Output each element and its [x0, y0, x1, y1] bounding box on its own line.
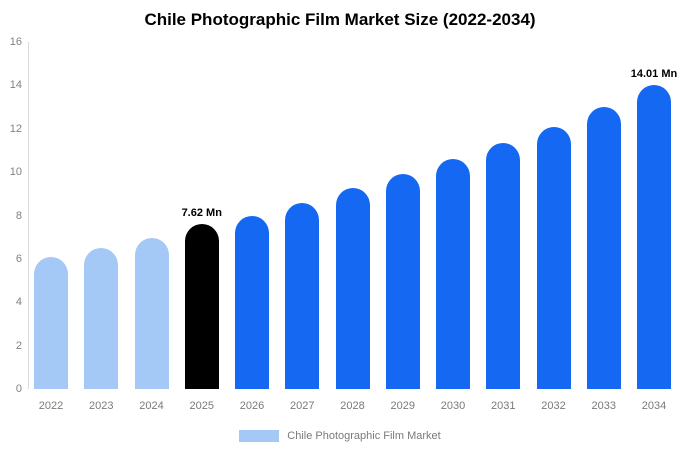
x-tick-label: 2030 [440, 400, 466, 412]
bar-2031 [486, 142, 521, 389]
legend-label: Chile Photographic Film Market [287, 430, 441, 442]
y-tick-label: 14 [9, 79, 22, 92]
y-tick-label: 16 [9, 36, 22, 48]
bar-value-label-2025: 7.62 Mn [181, 206, 222, 219]
bar-2022 [34, 256, 68, 389]
y-axis: 0 2 4 6 8 10 12 14 16 [0, 0, 28, 450]
y-tick-label: 0 [15, 383, 22, 395]
y-tick-label: 8 [15, 209, 22, 222]
x-tick-label: 2022 [38, 400, 64, 412]
x-tick-label: 2024 [139, 400, 164, 412]
x-tick-label: 2023 [89, 400, 114, 412]
x-tick-label: 2031 [491, 400, 516, 412]
bar-2025 [184, 223, 219, 389]
x-tick-label: 2033 [591, 400, 616, 412]
bar-2023 [84, 248, 119, 389]
x-tick-label: 2028 [340, 400, 365, 412]
y-tick-label: 4 [15, 296, 22, 309]
legend-swatch [239, 430, 280, 442]
bar-2026 [235, 215, 269, 389]
bar-2028 [335, 188, 370, 389]
x-tick-label: 2029 [390, 400, 415, 412]
y-axis-line [28, 42, 29, 389]
x-tick-label: 2034 [641, 400, 667, 412]
x-tick-label: 2025 [189, 400, 214, 412]
bar-2033 [586, 107, 621, 389]
x-tick-label: 2032 [541, 400, 566, 412]
y-tick-label: 6 [15, 252, 22, 265]
bar-2030 [436, 159, 470, 389]
x-tick-label: 2026 [239, 400, 265, 412]
bar-2034 [637, 85, 671, 389]
bar-2024 [134, 238, 169, 389]
plot-area [28, 42, 676, 389]
legend: Chile Photographic Film Market [0, 430, 680, 442]
bar-value-label-2034: 14.01 Mn [630, 68, 678, 81]
bar-2032 [536, 126, 571, 389]
y-tick-label: 12 [9, 122, 22, 135]
chart-title: Chile Photographic Film Market Size (202… [144, 10, 536, 29]
x-tick-label: 2027 [290, 400, 315, 412]
y-tick-label: 2 [15, 339, 22, 352]
bar-2027 [285, 202, 320, 389]
bar-2029 [385, 174, 420, 389]
y-tick-label: 10 [9, 166, 22, 179]
